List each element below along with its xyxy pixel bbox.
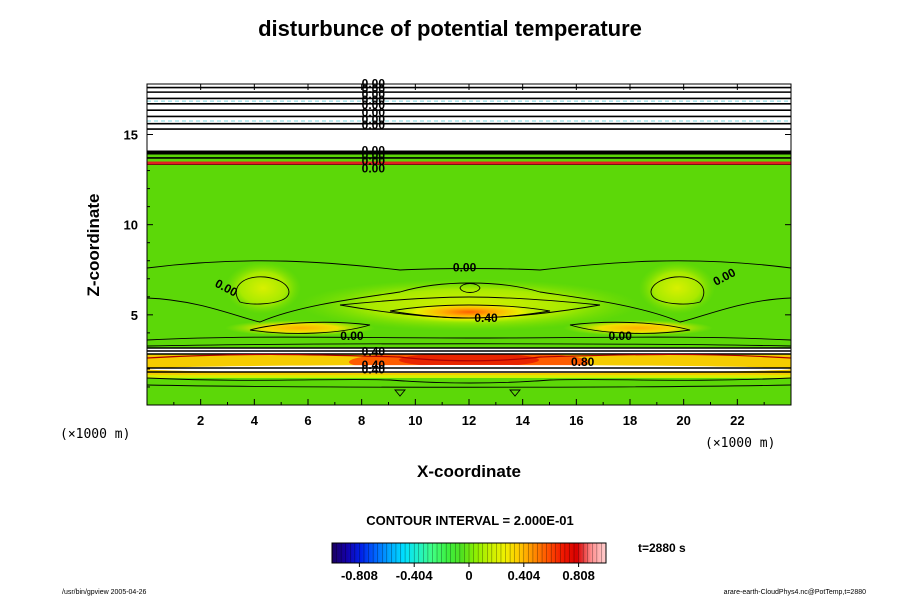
contour-line [147, 282, 791, 323]
contour-line [509, 389, 521, 397]
contour-line [235, 276, 290, 305]
contour-line [459, 283, 481, 293]
x-tick-label: 18 [623, 413, 637, 428]
contour-labels: 0.000.000.000.000.000.000.000.000.000.00… [213, 77, 739, 377]
lower-red-contour [147, 353, 791, 362]
upper-red-edge [147, 161, 791, 165]
lower-band-inner [399, 353, 539, 367]
contour-label: 0.00 [362, 82, 386, 96]
contour-label: 0.00 [362, 149, 386, 163]
x-unit-right: (×1000 m) [705, 436, 775, 451]
contour-label: 0.00 [362, 154, 386, 168]
colorbar: -0.808 -0.404 0 0.404 0.808 [331, 542, 607, 583]
contour-label: 0.00 [609, 329, 633, 343]
contour-label: 0.00 [362, 93, 386, 107]
contour-label: 0.00 [340, 329, 364, 343]
contour-line [569, 321, 691, 334]
contour-label: 0.00 [362, 118, 386, 132]
mid-warm-core [389, 301, 549, 323]
right-warm-lobe [639, 262, 715, 314]
contour-label: 0.00 [362, 113, 386, 127]
undefined-band-low2 [147, 365, 791, 373]
contour-interval: CONTOUR INTERVAL = 2.000E-01 [366, 513, 574, 528]
contour-label: 0.80 [571, 355, 595, 369]
colorbar-ticks: -0.808 -0.404 0 0.404 0.808 [336, 543, 602, 583]
x-axis-ticks: 2 4 6 8 10 12 14 16 18 20 22 [173, 84, 765, 428]
contour-line [147, 260, 791, 271]
contour-line [147, 336, 791, 341]
colorbar-tick-label: 0.808 [562, 568, 595, 583]
contour-label: 0.00 [362, 105, 386, 119]
contour-label: 0.00 [362, 143, 386, 157]
x-tick-label: 6 [304, 413, 311, 428]
chart-title: disturbunce of potential temperature [258, 16, 642, 41]
footer-right: arare-earth-CloudPhys4.nc@PotTemp,t=2880 [723, 589, 866, 596]
plot-area [147, 84, 791, 405]
contour-label: 0.40 [362, 362, 386, 376]
x-tick-label: 10 [408, 413, 422, 428]
left-warm-lobe [225, 262, 301, 314]
time-label: t=2880 s [638, 541, 686, 555]
x-tick-label: 2 [197, 413, 204, 428]
y-tick-label: 10 [124, 218, 138, 233]
contour-line [249, 321, 371, 334]
x-tick-label: 14 [515, 413, 530, 428]
colorbar-tick-label: 0 [465, 568, 472, 583]
y-axis-ticks: 5 10 15 [124, 97, 791, 388]
y-tick-label: 5 [131, 308, 138, 323]
x-tick-label: 16 [569, 413, 583, 428]
contour-label: 0.00 [362, 87, 386, 101]
contour-line [147, 343, 791, 347]
x-tick-label: 4 [251, 413, 259, 428]
contour-line [147, 384, 791, 388]
x-unit-left: (×1000 m) [60, 427, 130, 442]
contour-line [389, 304, 551, 319]
contour-label: 0.40 [474, 311, 498, 325]
colorbar-tick-label: -0.404 [396, 568, 434, 583]
y-tick-label: 15 [124, 127, 138, 142]
colorbar-tick-label: -0.808 [341, 568, 378, 583]
undefined-band-upper [147, 84, 791, 154]
contour-label: 0.00 [362, 77, 386, 91]
contour-line [394, 389, 406, 397]
contour-lines [147, 260, 791, 397]
colorbar-tick-label: 0.404 [508, 568, 541, 583]
contour-label: 0.00 [453, 261, 477, 275]
contour-label: 0.00 [362, 98, 386, 112]
contour-line [650, 276, 705, 305]
contour-label: 0.40 [362, 358, 386, 372]
contour-label: 0.40 [362, 344, 386, 358]
footer-left: /usr/bin/gpview 2005-04-26 [62, 589, 147, 596]
x-tick-label: 22 [730, 413, 744, 428]
contour-label: 0.00 [362, 161, 386, 175]
contour-line [147, 377, 791, 384]
upper-contour-lines [147, 86, 791, 166]
x-tick-label: 8 [358, 413, 365, 428]
x-axis-label: X-coordinate [417, 462, 521, 481]
x-tick-label: 20 [676, 413, 690, 428]
y-axis-label: Z-coordinate [84, 194, 103, 297]
x-tick-label: 12 [462, 413, 476, 428]
